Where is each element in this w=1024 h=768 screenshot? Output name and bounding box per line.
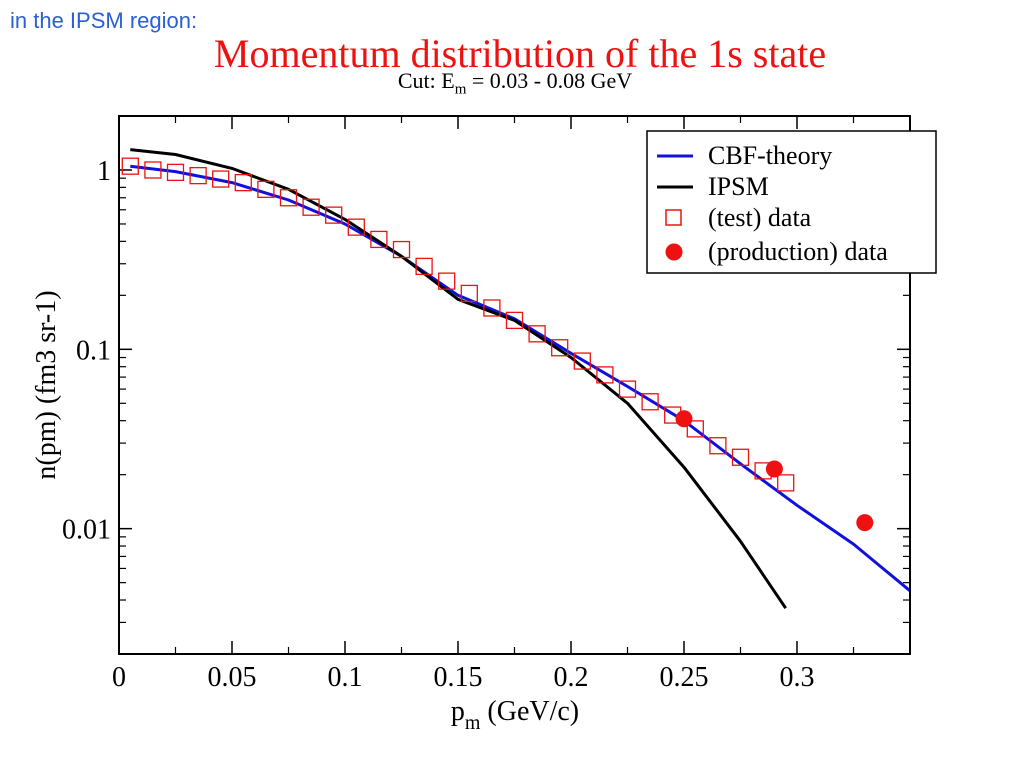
- test-data-point: [166, 163, 185, 182]
- chart-title: Momentum distribution of the 1s state: [213, 31, 827, 76]
- test-data-point: [551, 339, 569, 357]
- test-data-point: [302, 198, 320, 216]
- test-data-point: [325, 206, 343, 224]
- x-axis-label-main: p: [451, 696, 465, 727]
- test-data-point: [212, 170, 230, 188]
- test-data-point: [189, 166, 207, 185]
- x-tick-label: 0.15: [434, 662, 483, 693]
- legend-swatch-test-data: [665, 209, 682, 226]
- test-data-point: [596, 366, 614, 384]
- test-data-point: [460, 284, 478, 303]
- test-data-point: [415, 257, 433, 276]
- plot-frame: [118, 115, 911, 655]
- subtitle-subscript: m: [454, 81, 467, 98]
- test-data-point: [777, 474, 795, 492]
- test-data-point: [709, 437, 727, 455]
- test-data-point: [144, 161, 162, 179]
- x-tick-label: 0: [112, 662, 126, 693]
- test-data-point: [370, 230, 388, 249]
- x-axis-label-sub: m: [465, 712, 481, 734]
- test-data-point: [528, 325, 546, 343]
- test-data-point: [234, 173, 252, 192]
- x-tick-label: 0.1: [328, 662, 363, 693]
- test-data-point: [279, 189, 298, 207]
- y-tick-label: 1: [97, 156, 111, 187]
- test-data-point: [483, 299, 501, 317]
- y-axis-label: n(pm) (fm3 sr-1): [31, 290, 62, 479]
- y-tick-label: 0.1: [76, 335, 111, 366]
- series-line-ipsm: [130, 148, 787, 610]
- series-layer: [121, 148, 911, 610]
- production-data-point: [675, 410, 693, 428]
- chart-subtitle: Cut: Em = 0.03 - 0.08 GeV: [0, 68, 1024, 98]
- x-axis-label-unit: (GeV/c): [480, 696, 579, 727]
- test-data-point: [438, 272, 456, 290]
- test-data-point: [573, 352, 591, 370]
- production-data-point: [856, 514, 874, 532]
- subtitle-prefix: Cut: E: [397, 68, 455, 93]
- test-data-point: [121, 157, 139, 175]
- test-data-point: [618, 380, 637, 398]
- x-axis-label: pm (GeV/c): [451, 696, 579, 734]
- legend-label-production-data: (production) data: [708, 237, 888, 266]
- x-tick-label: 0.3: [780, 662, 815, 693]
- production-data-point: [765, 460, 783, 478]
- legend: CBF-theory IPSM (test) data (production)…: [646, 130, 937, 274]
- legend-swatch-production-data: [665, 243, 683, 261]
- test-data-point: [257, 180, 275, 198]
- test-data-point: [392, 240, 411, 259]
- legend-label-ipsm: IPSM: [708, 172, 769, 201]
- subtitle-suffix: = 0.03 - 0.08 GeV: [466, 68, 633, 93]
- y-tick-label: 0.01: [62, 515, 111, 546]
- tick-labels: 0 0.05 0.1 0.15 0.2 0.25 0.3 1 0.1 0.01: [62, 156, 815, 693]
- slide-heading: in the IPSM region:: [10, 8, 198, 33]
- test-data-point: [731, 448, 750, 466]
- legend-label-test-data: (test) data: [708, 203, 812, 232]
- test-data-point: [686, 420, 704, 438]
- test-data-point: [347, 218, 365, 236]
- test-data-point: [641, 393, 659, 411]
- test-data-point: [505, 311, 524, 330]
- x-tick-label: 0.25: [660, 662, 709, 693]
- legend-box: [646, 130, 937, 274]
- legend-label-cbf-theory: CBF-theory: [708, 141, 832, 170]
- x-tick-label: 0.2: [554, 662, 589, 693]
- x-tick-label: 0.05: [208, 662, 257, 693]
